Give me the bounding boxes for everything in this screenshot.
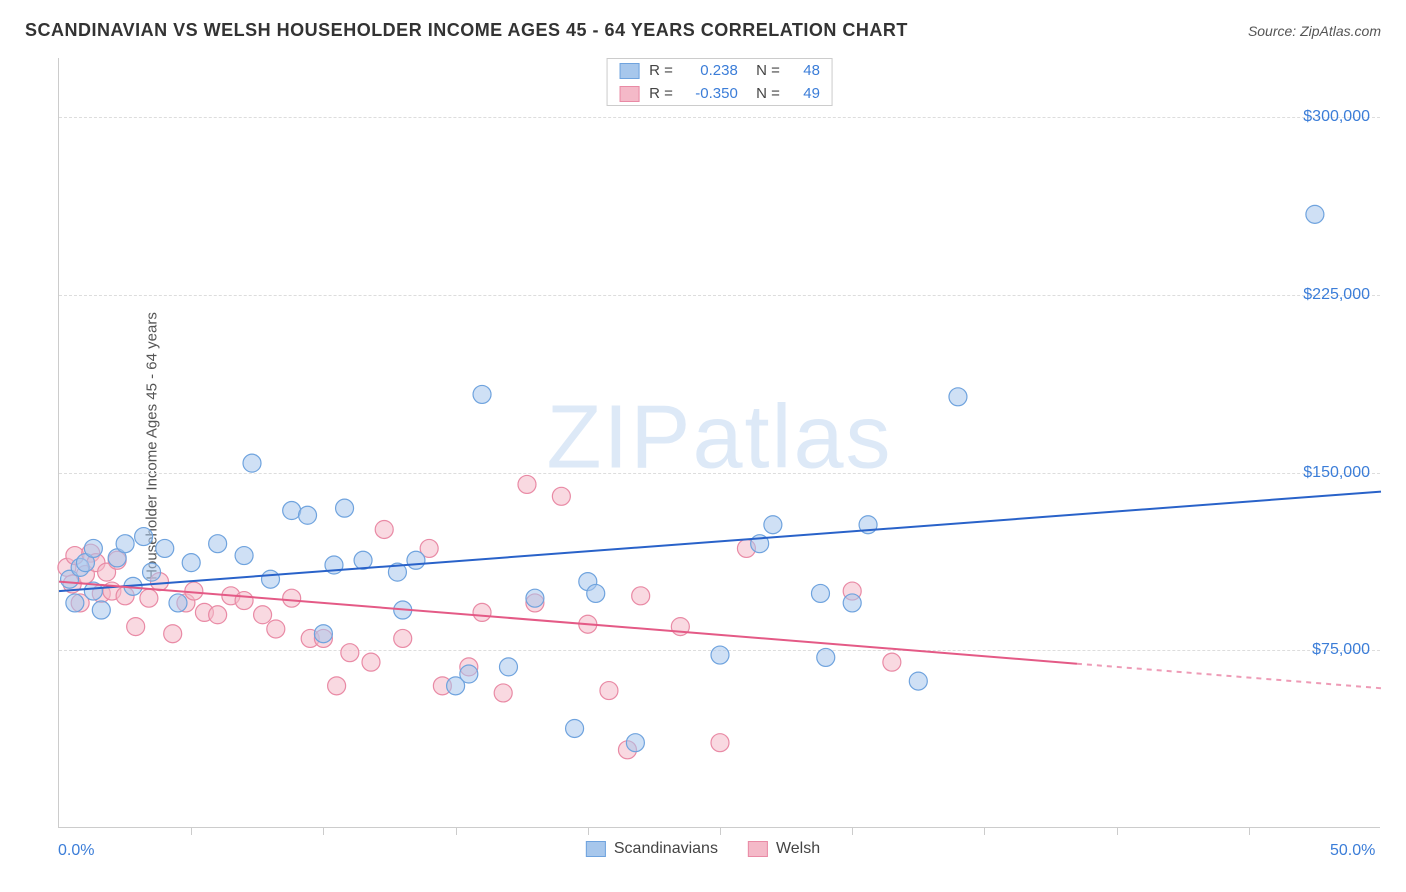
data-point (283, 589, 301, 607)
data-point (632, 587, 650, 605)
data-point (526, 589, 544, 607)
data-point (711, 734, 729, 752)
x-tick (720, 827, 721, 835)
x-axis-min-label: 0.0% (58, 842, 94, 860)
r-label: R = (649, 85, 673, 102)
x-tick (852, 827, 853, 835)
data-point (84, 539, 102, 557)
x-tick (588, 827, 589, 835)
data-point (341, 644, 359, 662)
data-point (883, 653, 901, 671)
data-point (354, 551, 372, 569)
data-point (116, 535, 134, 553)
n-value: 49 (790, 85, 820, 102)
data-point (518, 475, 536, 493)
data-point (552, 487, 570, 505)
data-point (254, 606, 272, 624)
legend-swatch (748, 841, 768, 857)
data-point (817, 648, 835, 666)
source-name: ZipAtlas.com (1300, 23, 1381, 39)
data-point (164, 625, 182, 643)
data-point (843, 594, 861, 612)
data-point (375, 520, 393, 538)
x-tick (456, 827, 457, 835)
trend-line (59, 582, 1077, 664)
data-point (209, 606, 227, 624)
data-point (949, 388, 967, 406)
data-point (407, 551, 425, 569)
chart-header: SCANDINAVIAN VS WELSH HOUSEHOLDER INCOME… (25, 20, 1381, 41)
data-point (143, 563, 161, 581)
data-point (764, 516, 782, 534)
x-axis-max-label: 50.0% (1330, 842, 1375, 860)
plot-area: ZIPatlas $75,000$150,000$225,000$300,000… (58, 58, 1380, 828)
data-point (135, 528, 153, 546)
data-point (235, 547, 253, 565)
n-label: N = (748, 85, 780, 102)
n-label: N = (748, 62, 780, 79)
data-point (182, 554, 200, 572)
data-point (156, 539, 174, 557)
source-attribution: Source: ZipAtlas.com (1248, 23, 1381, 39)
legend-swatch (619, 63, 639, 79)
legend-swatch (586, 841, 606, 857)
trend-line (59, 492, 1381, 592)
data-point (235, 592, 253, 610)
data-point (169, 594, 187, 612)
legend-item: Welsh (748, 840, 820, 858)
data-point (243, 454, 261, 472)
data-point (314, 625, 332, 643)
trend-line-extrapolated (1077, 664, 1381, 689)
r-value: -0.350 (683, 85, 738, 102)
data-point (299, 506, 317, 524)
legend-item: Scandinavians (586, 840, 718, 858)
data-point (267, 620, 285, 638)
data-point (600, 682, 618, 700)
data-point (460, 665, 478, 683)
source-label: Source: (1248, 23, 1300, 39)
data-point (711, 646, 729, 664)
x-tick (1117, 827, 1118, 835)
data-point (626, 734, 644, 752)
correlation-legend-row: R = -0.350 N = 49 (607, 82, 832, 105)
data-point (209, 535, 227, 553)
x-tick (191, 827, 192, 835)
r-label: R = (649, 62, 673, 79)
legend-label: Welsh (776, 840, 820, 858)
data-point (140, 589, 158, 607)
data-point (473, 603, 491, 621)
data-point (336, 499, 354, 517)
data-point (566, 719, 584, 737)
r-value: 0.238 (683, 62, 738, 79)
legend-swatch (619, 86, 639, 102)
data-point (494, 684, 512, 702)
data-point (499, 658, 517, 676)
data-point (587, 584, 605, 602)
data-point (66, 594, 84, 612)
series-legend: Scandinavians Welsh (586, 840, 820, 858)
data-point (92, 601, 110, 619)
correlation-legend: R = 0.238 N = 48 R = -0.350 N = 49 (606, 58, 833, 106)
data-point (1306, 205, 1324, 223)
data-point (127, 618, 145, 636)
correlation-legend-row: R = 0.238 N = 48 (607, 59, 832, 82)
chart-svg (59, 58, 1380, 827)
data-point (328, 677, 346, 695)
x-tick (984, 827, 985, 835)
x-tick (1249, 827, 1250, 835)
x-tick (323, 827, 324, 835)
chart-title: SCANDINAVIAN VS WELSH HOUSEHOLDER INCOME… (25, 20, 908, 41)
data-point (909, 672, 927, 690)
data-point (283, 502, 301, 520)
data-point (362, 653, 380, 671)
data-point (262, 570, 280, 588)
n-value: 48 (790, 62, 820, 79)
data-point (473, 385, 491, 403)
legend-label: Scandinavians (614, 840, 718, 858)
data-point (811, 584, 829, 602)
data-point (394, 629, 412, 647)
